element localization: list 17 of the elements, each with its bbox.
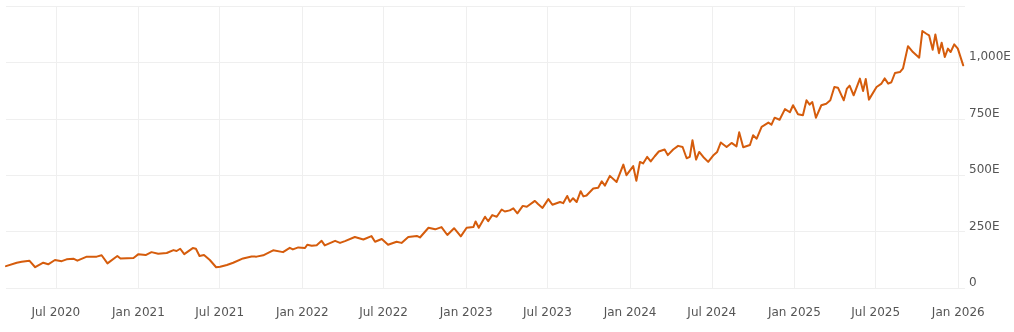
x-tick-label: Jan 2022 <box>274 305 329 319</box>
x-tick-label: Jul 2022 <box>358 305 409 319</box>
x-tick-label: Jul 2025 <box>850 305 901 319</box>
x-tick-label: Jan 2023 <box>438 305 493 319</box>
y-tick-label: 750E <box>969 105 1000 120</box>
x-tick-label: Jan 2024 <box>602 305 657 319</box>
y-tick-label: 250E <box>969 218 1000 233</box>
y-tick-label: 0 <box>969 275 977 289</box>
x-tick-label: Jan 2026 <box>930 305 985 319</box>
y-tick-label: 500E <box>969 162 1000 177</box>
x-tick-label: Jul 2020 <box>30 305 81 319</box>
x-tick-label: Jul 2024 <box>686 305 737 319</box>
x-tick-label: Jan 2021 <box>111 305 165 319</box>
x-tick-label: Jan 2025 <box>766 305 821 319</box>
x-tick-label: Jul 2023 <box>522 305 572 319</box>
y-tick-label: 1,000E <box>969 49 1011 64</box>
x-tick-label: Jul 2021 <box>194 305 245 319</box>
